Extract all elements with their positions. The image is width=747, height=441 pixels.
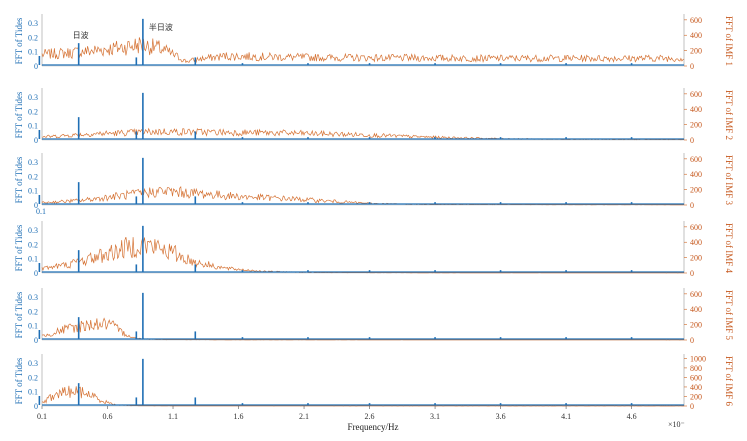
panel-4: 0.3 0.2 0.1 0 600 400 200 0 FFT of Tides FFT of I…	[14, 221, 734, 278]
left-tick-label: 0.3	[28, 19, 38, 28]
panel-2: 0.3 0.2 0.1 0 600 400 200 0 FFT of Tides FFT of I…	[14, 88, 734, 145]
panel3-x-label: 0.1	[36, 207, 46, 216]
left-tick-label: 0.3	[28, 293, 38, 302]
left-axis-label: FFT of Tides	[14, 91, 24, 138]
right-tick-label: 0	[690, 336, 694, 345]
left-tick-label: 0	[34, 201, 38, 210]
left-tick-label: 0.1	[28, 388, 38, 397]
left-tick-label: 0.3	[28, 359, 38, 368]
x-axis-label: Frequency/Hz	[348, 422, 399, 432]
right-tick-label: 600	[690, 290, 702, 299]
right-tick-label: 600	[690, 155, 702, 164]
right-tick-label: 0	[690, 402, 694, 411]
left-tick-label: 0.1	[28, 122, 38, 131]
x-tick-label: 2.1	[299, 412, 309, 421]
right-tick-label: 200	[690, 392, 702, 401]
right-axis-label: FFT of IMF 4	[724, 223, 734, 274]
right-tick-label: 600	[690, 16, 702, 25]
right-tick-label: 0	[690, 136, 694, 145]
right-tick-label: 200	[690, 47, 702, 56]
left-axis-label: FFT of Tides	[14, 357, 24, 404]
right-tick-label: 600	[690, 373, 702, 382]
imf-spectrum-line	[41, 37, 685, 64]
right-tick-label: 600	[690, 223, 702, 232]
left-tick-label: 0	[34, 62, 38, 71]
peak-label-diurnal: 日波	[73, 30, 89, 40]
left-tick-label: 0.3	[28, 226, 38, 235]
right-tick-label: 400	[690, 105, 702, 114]
left-tick-label: 0.1	[28, 48, 38, 57]
left-tick-label: 0.1	[28, 255, 38, 264]
right-tick-label: 200	[690, 321, 702, 330]
left-axis-label: FFT of Tides	[14, 156, 24, 203]
x-tick-label: 2.6	[365, 412, 375, 421]
right-tick-label: 0	[690, 62, 694, 71]
left-axis-label: FFT of Tides	[14, 17, 24, 64]
left-tick-label: 0.2	[28, 172, 38, 181]
left-tick-label: 0	[34, 336, 38, 345]
right-tick-label: 600	[690, 90, 702, 99]
left-tick-label: 0.2	[28, 107, 38, 116]
imf-spectrum-line	[42, 317, 684, 341]
x-tick-label: 1.1	[168, 412, 178, 421]
right-axis-label: FFT of IMF 1	[724, 16, 734, 66]
imf-spectrum-line	[41, 127, 685, 141]
right-axis-label: FFT of IMF 2	[724, 90, 734, 140]
left-tick-label: 0	[34, 136, 38, 145]
x-tick-label: 1.6	[234, 412, 244, 421]
right-tick-label: 400	[690, 238, 702, 247]
left-tick-label: 0.3	[28, 158, 38, 167]
panel-1: 0.3 0.2 0.1 0 600 400 200 0 FFT of Tides FFT of I…	[14, 14, 734, 71]
imf-spectrum-line	[41, 185, 685, 206]
left-tick-label: 0.1	[28, 187, 38, 196]
right-axis-label: FFT of IMF 6	[724, 356, 734, 407]
right-tick-label: 400	[690, 383, 702, 392]
right-tick-label: 1000	[690, 354, 706, 363]
right-tick-label: 200	[690, 186, 702, 195]
left-tick-label: 0	[34, 269, 38, 278]
x-tick-label: 0.6	[103, 412, 113, 421]
imf-spectrum-line	[41, 385, 685, 407]
right-tick-label: 0	[690, 201, 694, 210]
panel-3: 0.3 0.2 0.1 0 600 400 200 0 FFT of Tides FFT of I…	[14, 153, 734, 210]
left-tick-label: 0	[34, 402, 38, 411]
x-tick-label: 0.1	[37, 412, 47, 421]
left-tick-label: 0.3	[28, 93, 38, 102]
x-tick-label: 4.1	[561, 412, 571, 421]
right-axis-label: FFT of IMF 5	[724, 290, 734, 341]
right-tick-label: 200	[690, 121, 702, 130]
left-tick-label: 0.2	[28, 307, 38, 316]
right-tick-label: 200	[690, 254, 702, 263]
right-axis-label: FFT of IMF 3	[724, 155, 734, 206]
right-tick-label: 800	[690, 364, 702, 373]
left-tick-label: 0.2	[28, 33, 38, 42]
left-tick-label: 0.2	[28, 373, 38, 382]
imf-spectrum-line	[41, 236, 684, 274]
x-tick-label: 3.6	[496, 412, 506, 421]
right-tick-label: 400	[690, 170, 702, 179]
x-tick-label: 3.1	[430, 412, 440, 421]
x-tick-label: 4.6	[627, 412, 637, 421]
peak-label-semidiurnal: 半日波	[149, 22, 173, 32]
left-tick-label: 0.1	[28, 322, 38, 331]
left-axis-label: FFT of Tides	[14, 291, 24, 338]
x-scale-note: ×10⁻	[668, 420, 685, 429]
right-tick-label: 400	[690, 305, 702, 314]
panel-5: 0.3 0.2 0.1 0 600 400 200 0 FFT of Tides FFT of I…	[14, 288, 734, 345]
left-axis-label: FFT of Tides	[14, 224, 24, 271]
left-tick-label: 0.2	[28, 240, 38, 249]
right-tick-label: 0	[690, 269, 694, 278]
right-tick-label: 400	[690, 31, 702, 40]
